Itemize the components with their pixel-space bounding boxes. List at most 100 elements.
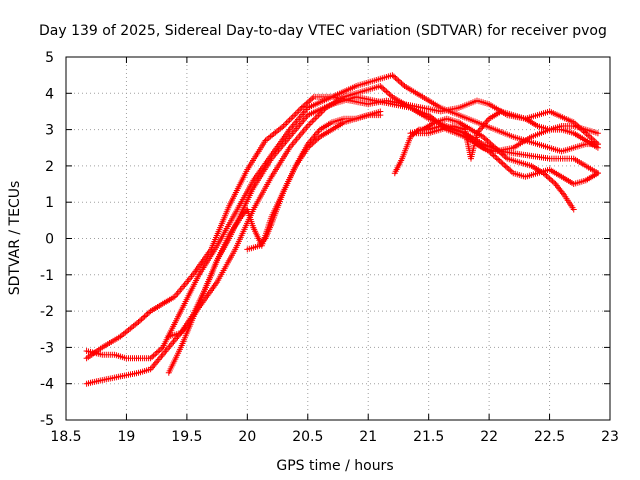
y-tick-label: 4 [45,86,54,102]
data-point-segment [298,95,316,111]
data-point-segment [534,123,551,132]
data-point-segment [546,123,563,133]
y-tick-label: -5 [40,413,54,429]
data-point-segment [341,87,370,100]
data-point-segment [558,141,587,155]
data-point [594,130,601,137]
data-point-segment [159,294,177,307]
data-point-segment [262,124,285,144]
data-point-segment [528,162,545,176]
data-point-segment [135,366,152,376]
data-point-segment [492,126,515,140]
data-point-segment [582,137,600,150]
y-tick-label: -2 [40,304,54,320]
data-point-segment [286,124,310,151]
series-track-a [83,93,601,362]
data-point-segment [208,204,232,253]
data-point-segment [159,338,177,358]
plot-data [83,72,601,387]
data-point-segment [431,116,448,126]
data-point-segment [510,134,533,151]
data-point-segment [329,94,358,108]
data-point-segment [510,112,527,122]
data-point-segment [561,191,576,211]
tick-labels: 18.5 19 19.5 20 20.5 21 21.5 22 22.5 23-5-4-3-2-1… [40,50,619,445]
data-point-segment [262,222,274,242]
data-point [594,144,601,151]
data-point-segment [329,83,358,100]
data-point-segment [486,109,503,122]
data-point-segment [437,104,460,118]
data-point-segment [399,135,413,162]
series-track-f [244,112,384,253]
data-point-segment [329,120,346,133]
data-point-segment [449,123,466,132]
data-point-segment [540,170,558,186]
data-point-segment [377,83,394,99]
data-point-segment [425,127,442,137]
data-point-segment [171,273,195,300]
data-point-segment [286,106,310,133]
data-point-segment [238,207,250,220]
data-point-segment [365,109,382,119]
data-point-segment [552,181,566,197]
data-point-segment [546,166,563,179]
axis-ticks [65,56,611,421]
data-point-segment [504,155,521,165]
data-point-segment [268,146,292,180]
data-point-segment [419,93,442,110]
x-tick-label: 19.5 [171,429,202,445]
chart-title: Day 139 of 2025, Sidereal Day-to-day VTE… [39,23,607,39]
y-tick-label: -3 [40,340,54,356]
x-tick-label: 18.5 [50,429,81,445]
data-point-segment [516,159,533,169]
data-point-segment [83,377,104,387]
data-point-segment [165,346,183,376]
x-tick-label: 20.5 [292,429,323,445]
data-point-segment [522,115,539,128]
data-point-segment [353,112,370,122]
series-track-c [83,72,601,362]
data-point-segment [582,126,599,136]
data-point-segment [250,175,274,213]
data-point-segment [498,159,515,175]
x-tick-label: 22 [480,429,498,445]
data-point-segment [232,179,256,217]
data-point-segment [449,126,466,136]
data-point-segment [474,97,491,107]
data-point-segment [244,206,256,229]
data-point-segment [582,171,600,184]
data-point-segment [455,98,478,111]
data-point-segment [147,345,165,362]
data-point-segment [558,173,575,186]
plot-frame [65,56,611,421]
data-point-segment [135,309,153,325]
data-point-segment [377,72,394,82]
y-tick-label: 1 [45,195,54,211]
data-point-segment [202,259,220,293]
data-point-segment [316,120,334,133]
data-point-segment [407,104,430,118]
data-point-segment [117,370,140,380]
series-track-b [83,83,601,387]
data-point-segment [480,133,497,150]
data-point-segment [522,170,539,180]
data-point [377,112,384,119]
data-point-segment [250,157,274,191]
data-point-segment [226,215,244,238]
data-point-segment [280,164,298,195]
data-point-segment [99,334,122,351]
data-point-segment [165,330,182,340]
data-point-segment [570,155,600,175]
data-point-segment [268,190,286,227]
data-point-segment [189,248,213,278]
data-point-segment [316,127,334,140]
data-point-segment [147,353,165,373]
data-point-segment [196,244,219,278]
data-point-segment [214,212,238,249]
data-point-segment [522,152,551,162]
data-point-segment [455,119,473,132]
data-point-segment [244,243,261,253]
y-tick-label: -1 [40,268,54,284]
